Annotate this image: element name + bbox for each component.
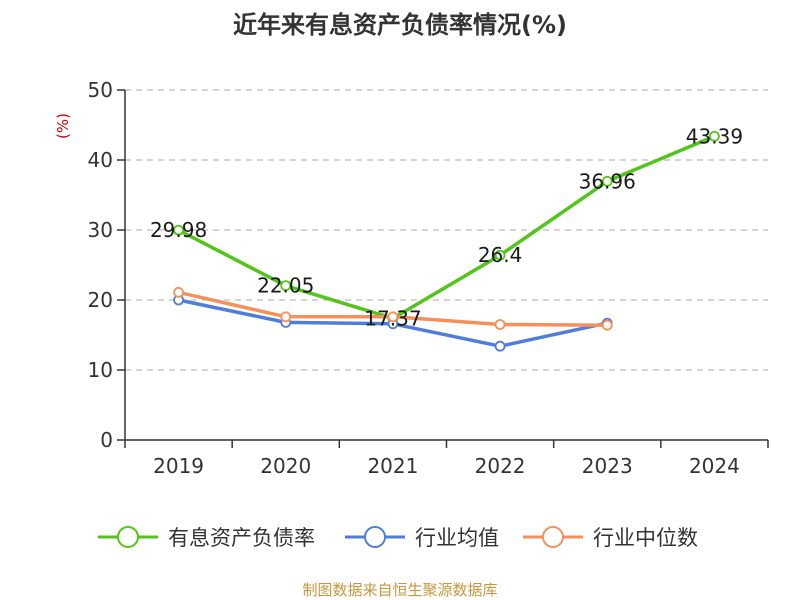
legend-marker xyxy=(117,526,139,548)
data-label: 22.05 xyxy=(257,274,314,298)
x-tick-label: 2024 xyxy=(689,454,740,478)
y-tick-label: 30 xyxy=(88,218,113,242)
axes: 0 10 20 30 40 50 2019 2020 2021 2022 2023 2024 xyxy=(88,78,769,478)
data-labels: 29.98 22.05 17.37 26.4 36.96 43.39 xyxy=(150,124,743,330)
series-line xyxy=(176,134,717,321)
legend-label: 行业均值 xyxy=(415,526,499,550)
data-point xyxy=(173,224,184,236)
x-tick-label: 2021 xyxy=(367,454,418,478)
series-lines xyxy=(173,130,720,352)
data-point xyxy=(387,311,399,323)
y-tick-label: 50 xyxy=(88,78,113,102)
y-tick-label: 20 xyxy=(88,288,113,312)
y-axis-unit-label: (%) xyxy=(54,113,72,139)
data-point xyxy=(494,340,506,352)
data-label: 17.37 xyxy=(364,306,421,330)
data-point xyxy=(173,286,184,298)
y-tick-label: 10 xyxy=(88,358,113,382)
data-point xyxy=(280,280,292,292)
legend: 有息资产负债率 行业均值 行业中位数 xyxy=(98,526,698,550)
legend-label: 有息资产负债率 xyxy=(168,526,315,550)
y-tick-label: 40 xyxy=(88,148,113,172)
legend-marker xyxy=(364,526,386,548)
data-label: 29.98 xyxy=(150,218,207,242)
chart-title: 近年来有息资产负债率情况(%) xyxy=(233,11,567,39)
data-point xyxy=(494,319,506,330)
data-point xyxy=(280,311,292,323)
data-point xyxy=(601,175,613,187)
data-label: 26.4 xyxy=(478,243,523,267)
data-label: 43.39 xyxy=(686,124,743,148)
source-note: 制图数据来自恒生聚源数据库 xyxy=(302,581,497,599)
legend-marker xyxy=(542,526,564,548)
x-tick-label: 2019 xyxy=(153,454,204,478)
x-tick-label: 2023 xyxy=(582,454,633,478)
legend-label: 行业中位数 xyxy=(593,526,698,550)
x-tick-label: 2022 xyxy=(475,454,526,478)
data-label: 36.96 xyxy=(579,169,636,193)
y-tick-label: 0 xyxy=(100,428,113,452)
data-point xyxy=(601,319,613,331)
data-point xyxy=(709,130,720,142)
gridlines xyxy=(125,89,768,371)
data-point xyxy=(494,249,506,261)
x-tick-label: 2020 xyxy=(260,454,311,478)
